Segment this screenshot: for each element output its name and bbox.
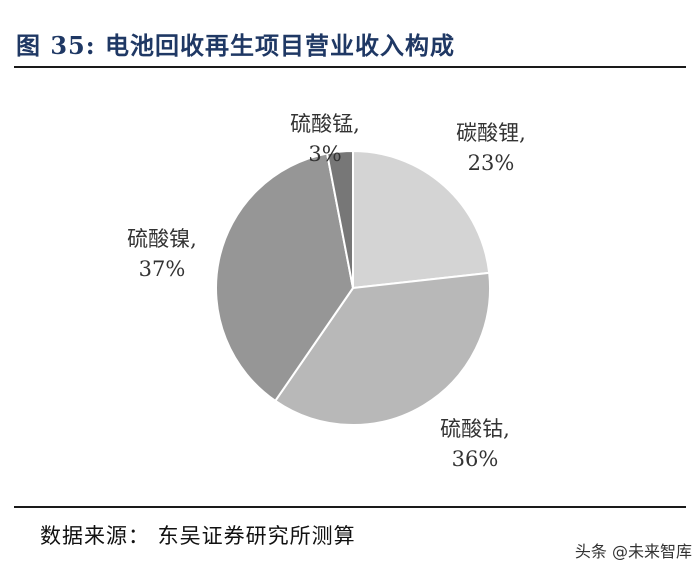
source-divider (14, 506, 686, 508)
pie-labels: 碳酸锂, 23% 硫酸钴, 36% 硫酸镍, 37% 硫酸锰, 3% (127, 112, 526, 471)
slice-label-0: 碳酸锂, (456, 121, 526, 145)
pie-slice-1 (273, 271, 491, 426)
slice-value-0: 23% (468, 151, 515, 175)
watermark: 头条 @未来智库 (574, 542, 692, 561)
pie-slice-3 (325, 149, 354, 289)
slice-label-1: 硫酸钴, (440, 417, 510, 441)
pie-slices (215, 149, 491, 426)
source-note: 数据来源： 东吴证券研究所测算 (40, 524, 356, 548)
pie-slice-0 (352, 149, 491, 290)
slice-value-2: 37% (139, 257, 186, 281)
slice-value-3: 3% (308, 142, 341, 166)
slice-label-3: 硫酸锰, (290, 112, 360, 136)
title-divider (14, 66, 686, 68)
slice-value-1: 36% (452, 447, 499, 471)
slice-label-2: 硫酸镍, (127, 227, 197, 251)
figure-title: 图 35: 电池回收再生项目营业收入构成 (16, 31, 455, 60)
pie-slice-2 (215, 152, 355, 403)
